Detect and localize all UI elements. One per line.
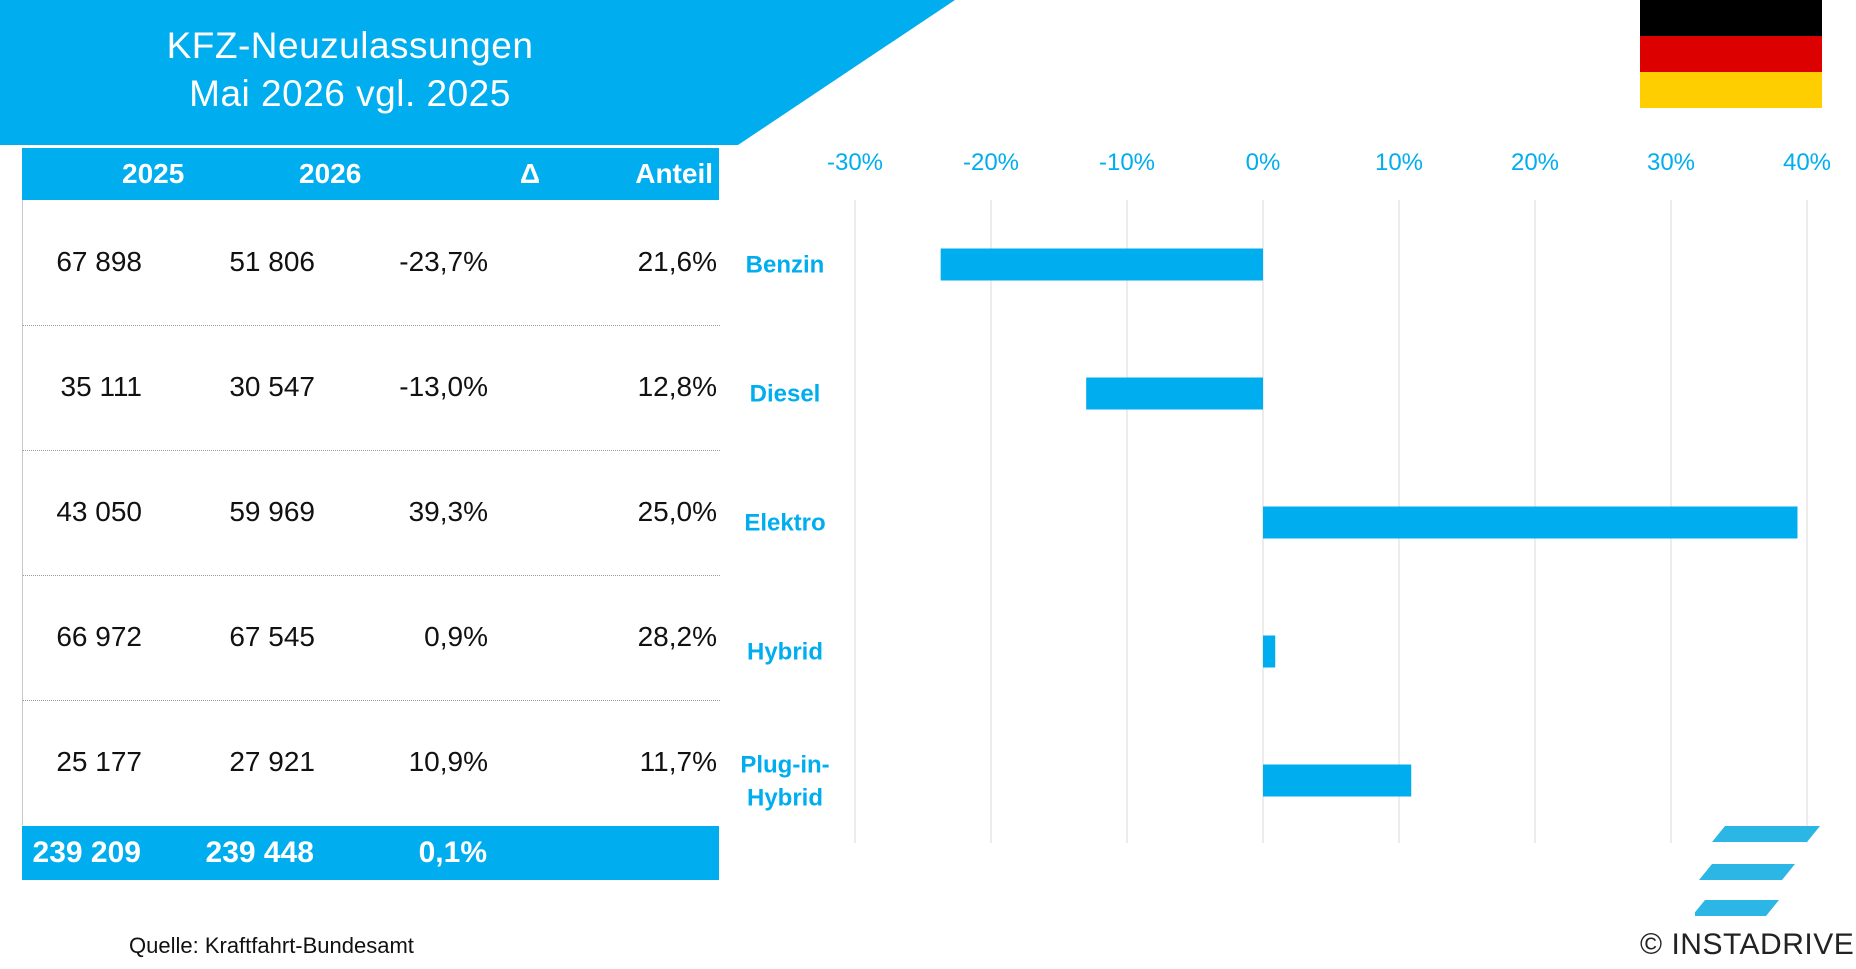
col-header-2026: 2026: [299, 158, 362, 189]
flag-stripe-gold: [1640, 72, 1822, 108]
category-label: Plug-in-Hybrid: [740, 752, 829, 812]
table-row: 35 111 30 547 -13,0% 12,8%: [22, 325, 720, 451]
bar-plug-in-hybrid: [1263, 764, 1412, 797]
category-label: Benzin: [746, 252, 825, 279]
cell-2026: 30 547: [229, 371, 315, 402]
title-banner: [0, 0, 955, 145]
bar-hybrid: [1263, 635, 1276, 668]
x-tick-label: -30%: [827, 149, 883, 176]
total-delta: 0,1%: [418, 836, 487, 869]
cell-share: 25,0%: [637, 496, 717, 527]
cell-delta: -13,0%: [399, 371, 488, 402]
total-2026: 239 448: [205, 836, 314, 869]
category-label: Hybrid: [747, 639, 823, 666]
cell-share: 12,8%: [637, 371, 717, 402]
x-tick-label: 0%: [1246, 149, 1281, 176]
cell-delta: -23,7%: [399, 246, 488, 277]
cell-2025: 35 111: [60, 371, 142, 402]
x-tick-label: 30%: [1647, 149, 1695, 176]
cell-2026: 51 806: [229, 246, 315, 277]
cell-share: 28,2%: [637, 621, 717, 652]
table-row: 25 177 27 921 10,9% 11,7%: [22, 700, 720, 825]
total-2025: 239 209: [32, 836, 141, 869]
source-note: Quelle: Kraftfahrt-Bundesamt: [129, 933, 414, 958]
table-header: 2025 2026 Δ Anteil: [22, 148, 719, 200]
title-line-1: KFZ-Neuzulassungen: [166, 25, 534, 66]
col-header-share: Anteil: [635, 158, 713, 189]
category-label: Diesel: [750, 381, 821, 408]
cell-share: 11,7%: [639, 746, 717, 777]
page-title: KFZ-Neuzulassungen Mai 2026 vgl. 2025: [0, 22, 700, 118]
cell-delta: 10,9%: [408, 746, 488, 777]
cell-delta: 39,3%: [408, 496, 488, 527]
cell-2026: 27 921: [229, 746, 315, 777]
col-header-2025: 2025: [122, 158, 185, 189]
cell-2025: 66 972: [56, 621, 142, 652]
x-tick-label: 10%: [1375, 149, 1423, 176]
cell-share: 21,6%: [637, 246, 717, 277]
instadrive-logo-icon: [1695, 826, 1820, 916]
x-tick-label: -10%: [1099, 149, 1155, 176]
cell-2026: 59 969: [229, 496, 315, 527]
x-tick-label: 40%: [1783, 149, 1831, 176]
germany-flag-icon: [1640, 0, 1822, 108]
x-tick-label: 20%: [1511, 149, 1559, 176]
flag-stripe-red: [1640, 36, 1822, 72]
x-tick-label: -20%: [963, 149, 1019, 176]
bar-benzin: [940, 248, 1263, 281]
cell-2025: 25 177: [56, 746, 142, 777]
cell-delta: 0,9%: [424, 621, 488, 652]
cell-2025: 67 898: [56, 246, 142, 277]
table-row: 66 972 67 545 0,9% 28,2%: [22, 575, 720, 701]
bar-elektro: [1263, 506, 1798, 539]
change-bar-chart: -30% -20% -10% 0% 10% 20% 30% 40% Benzin Diesel El…: [740, 149, 1831, 843]
bar-diesel: [1086, 377, 1263, 410]
flag-stripe-black: [1640, 0, 1822, 36]
cell-2026: 67 545: [229, 621, 315, 652]
copyright: © INSTADRIVE: [1640, 928, 1855, 961]
table-row: 43 050 59 969 39,3% 25,0%: [22, 450, 720, 576]
title-line-2: Mai 2026 vgl. 2025: [189, 73, 511, 114]
table-row: 67 898 51 806 -23,7% 21,6%: [22, 200, 720, 326]
table-total-row: 239 209 239 448 0,1%: [22, 826, 719, 880]
cell-2025: 43 050: [56, 496, 142, 527]
category-label: Elektro: [744, 510, 825, 537]
col-header-delta: Δ: [520, 158, 541, 189]
